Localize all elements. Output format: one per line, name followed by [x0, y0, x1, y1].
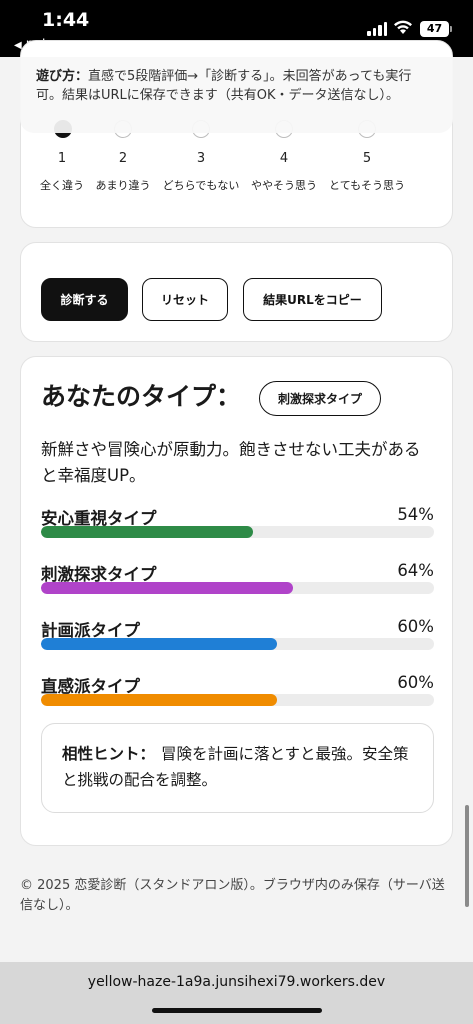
result-title: あなたのタイプ： — [41, 382, 242, 411]
score-bar-0: 安心重視タイプ 54% — [41, 505, 434, 541]
score-bar-2: 計画派タイプ 60% — [41, 617, 434, 653]
score-track — [41, 582, 434, 594]
score-percent: 60% — [397, 617, 434, 636]
score-fill — [41, 694, 277, 706]
copy-url-button[interactable]: 結果URLをコピー — [243, 278, 382, 321]
score-percent: 54% — [397, 505, 434, 524]
footer-text: © 2025 恋愛診断（スタンドアロン版）。ブラウザ内のみ保存（サーバ送信なし）… — [20, 878, 445, 913]
score-bar-3: 直感派タイプ 60% — [41, 673, 434, 709]
compatibility-hint: 相性ヒント： 冒険を計画に落とすと最強。安全策と挑戦の配合を調整。 — [41, 723, 434, 813]
diagnose-button[interactable]: 診断する — [41, 278, 128, 321]
result-description: 新鮮さや冒険心が原動力。飽きさせない工夫があると幸福度UP。 — [41, 440, 421, 485]
score-track — [41, 526, 434, 538]
result-card: あなたのタイプ： 刺激探求タイプ 新鮮さや冒険心が原動力。飽きさせない工夫がある… — [20, 356, 453, 846]
rating-number: 4 — [279, 151, 289, 166]
home-indicator[interactable] — [152, 1008, 322, 1013]
score-label: 刺激探求タイプ — [41, 565, 157, 584]
wifi-icon — [394, 20, 412, 34]
rating-number: 5 — [362, 151, 372, 166]
score-label: 直感派タイプ — [41, 677, 140, 696]
rating-number: 3 — [196, 151, 206, 166]
hint-label: 相性ヒント： — [62, 745, 156, 763]
score-fill — [41, 526, 254, 538]
rating-label: どちらでもない — [162, 179, 240, 192]
cellular-signal-icon — [367, 22, 387, 36]
score-track — [41, 694, 434, 706]
actions-card: 診断する リセット 結果URLをコピー — [20, 242, 453, 342]
score-bar-1: 刺激探求タイプ 64% — [41, 561, 434, 597]
score-label: 安心重視タイプ — [41, 509, 157, 528]
rating-number: 2 — [118, 151, 128, 166]
score-fill — [41, 582, 293, 594]
rating-label: 全く違う — [40, 179, 84, 192]
url-text: yellow-haze-1a9a.junsihexi79.workers.dev — [87, 974, 386, 990]
rules-text: 直感で5段階評価→「診断する」。未回答があっても実行可。結果はURLに保存できま… — [36, 69, 412, 103]
score-percent: 64% — [397, 561, 434, 580]
reset-button[interactable]: リセット — [142, 278, 228, 321]
clock: 1:44 — [42, 9, 90, 31]
rating-label: とてもそう思う — [329, 179, 405, 192]
browser-url-bar[interactable]: yellow-haze-1a9a.junsihexi79.workers.dev — [0, 962, 473, 1024]
rating-label: あまり違う — [95, 179, 151, 192]
score-fill — [41, 638, 277, 650]
scrollbar[interactable] — [465, 805, 469, 907]
rating-number: 1 — [57, 151, 67, 166]
score-track — [41, 638, 434, 650]
battery-icon: 47 — [420, 21, 452, 37]
back-arrow-icon: ◀ — [14, 40, 22, 51]
hint-text: 冒険を計画に落とすと最強。安全策と挑戦の配合を調整。 — [62, 745, 409, 789]
score-percent: 60% — [397, 673, 434, 692]
score-label: 計画派タイプ — [41, 621, 140, 640]
rating-label: ややそう思う — [251, 179, 317, 192]
rules-label: 遊び方： — [36, 69, 89, 84]
rules-banner: 遊び方：直感で5段階評価→「診断する」。未回答があっても実行可。結果はURLに保… — [20, 57, 453, 133]
type-badge: 刺激探求タイプ — [259, 381, 381, 416]
